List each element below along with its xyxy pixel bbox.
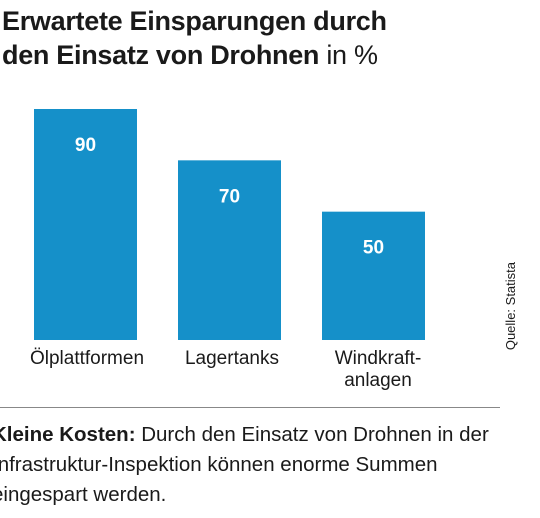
bar-value-label-1: 90 [75,135,96,156]
title-unit: in % [326,40,378,70]
bar-value-label-3: 50 [363,238,384,259]
title-line-2: den Einsatz von Drohnen in % [2,38,522,72]
title-line-2-text: den Einsatz von Drohnen [2,40,320,70]
bar-value-label-2: 70 [219,186,240,207]
caption-lead: Kleine Kosten: [0,423,136,446]
bar-3 [322,211,425,340]
bar-1 [34,109,137,340]
category-label-1: Ölplattformen [30,348,144,369]
caption: Kleine Kosten: Durch den Einsatz von Dro… [0,420,502,510]
category-label-3: Windkraft-anlagen [335,348,422,391]
divider [0,407,500,408]
bar-chart: 90 Ölplattformen 70 Lagertanks 50 Windkraft-a… [0,95,540,405]
bar-2 [178,160,281,340]
source-note: Quelle: Statista [503,262,518,351]
chart-title: Erwartete Einsparungen durch den Einsatz… [2,4,522,72]
bar-chart-svg: 90 Ölplattformen 70 Lagertanks 50 Windkraft-a… [30,109,425,391]
title-line-1: Erwartete Einsparungen durch [2,6,387,36]
caption-text: Durch den Einsatz von Drohnen in der Inf… [0,423,489,506]
category-label-2: Lagertanks [185,348,279,369]
